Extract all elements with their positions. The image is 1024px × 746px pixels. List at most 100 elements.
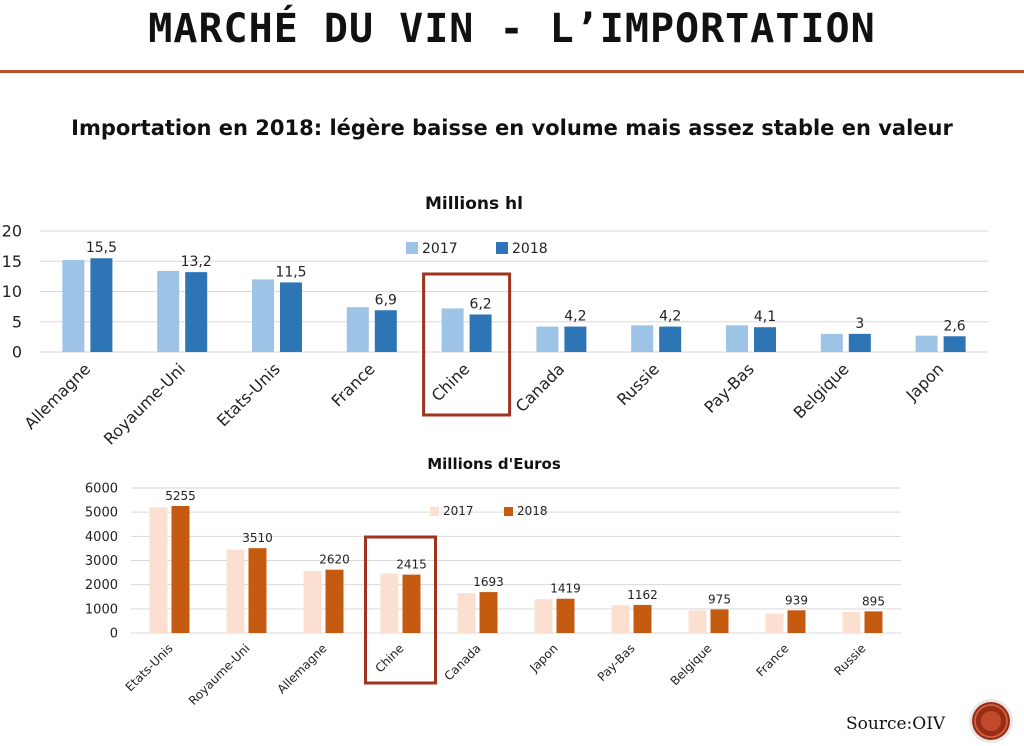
legend-swatch: [430, 507, 439, 516]
data-label: 3510: [242, 531, 273, 545]
data-label: 3: [855, 316, 864, 332]
data-label: 895: [862, 594, 885, 608]
y-tick-label: 15: [2, 252, 22, 271]
bar-2018-Chine: [469, 314, 492, 352]
bar-2018-Allemagne: [90, 258, 113, 352]
y-tick-label: 0: [12, 343, 22, 362]
bar-2018-Allemagne: [325, 569, 344, 633]
y-tick-label: 4000: [85, 530, 118, 545]
source-label: Source:OIV: [846, 714, 946, 734]
bar-2018-Etats-Unis: [280, 282, 302, 352]
x-tick-label: Allemagne: [275, 641, 330, 696]
bar-2018-Pay-Bas: [633, 604, 652, 633]
data-label: 975: [708, 592, 731, 606]
bar-2018-Canada: [564, 326, 587, 352]
data-label: 1693: [473, 575, 504, 589]
bar-2017-Allemagne: [62, 260, 85, 352]
bar-2017-Chine: [441, 308, 464, 352]
bar-2018-Japon: [556, 598, 575, 633]
bar-2018-France: [374, 310, 397, 352]
data-label: 15,5: [86, 240, 117, 256]
bar-2018-Etats-Unis: [171, 506, 190, 633]
y-tick-label: 5000: [85, 506, 118, 521]
bar-2017-Pay-Bas: [611, 605, 630, 633]
data-label: 939: [785, 593, 808, 607]
chart-title: Millions d'Euros: [427, 455, 561, 473]
title-rule: [0, 70, 1024, 73]
bar-2017-Allemagne: [303, 570, 322, 633]
y-tick-label: 10: [2, 282, 22, 301]
y-tick-label: 20: [2, 222, 22, 241]
x-tick-label: Pay-Bas: [595, 641, 638, 684]
bar-2017-Chine: [380, 573, 399, 633]
x-tick-label: Belgique: [668, 641, 715, 688]
x-tick-label: Royaume-Uni: [186, 641, 253, 708]
bar-2017-Etats-Unis: [252, 279, 274, 352]
data-label: 5255: [165, 489, 196, 503]
slide-title: MARCHÉ DU VIN - L’IMPORTATION: [148, 6, 876, 52]
y-tick-label: 5: [12, 312, 22, 331]
data-label: 11,5: [275, 264, 306, 280]
chart-title: Millions hl: [425, 194, 523, 214]
bar-2017-Japon: [534, 599, 553, 633]
bar-2018-France: [787, 610, 806, 633]
legend-label: 2017: [443, 504, 474, 518]
bar-2018-Royaume-Uni: [248, 548, 267, 633]
bar-2018-Belgique: [710, 609, 729, 633]
bar-2017-France: [765, 613, 784, 633]
x-tick-label: Canada: [441, 641, 483, 683]
bar-2017-Belgique: [688, 610, 707, 633]
bar-2017-Russie: [631, 325, 654, 352]
data-label: 1162: [627, 588, 658, 602]
data-label: 4,2: [564, 309, 586, 325]
highlight-box: [422, 272, 512, 417]
bar-2017-Russie: [842, 611, 861, 633]
data-label: 4,1: [754, 309, 776, 325]
legend-label: 2018: [512, 241, 548, 257]
legend-swatch: [406, 242, 418, 254]
bar-2017-Royaume-Uni: [157, 270, 180, 352]
bar-2017-Royaume-Uni: [226, 549, 245, 633]
bar-2017-Etats-Unis: [149, 507, 168, 633]
data-label: 2,6: [943, 318, 965, 334]
bar-2018-Russie: [659, 326, 682, 352]
y-tick-label: 2000: [85, 578, 118, 593]
bar-2017-Canada: [536, 326, 559, 352]
legend-label: 2017: [422, 241, 458, 257]
data-label: 6,2: [469, 296, 491, 312]
legend-swatch: [504, 507, 513, 516]
data-label: 6,9: [375, 292, 397, 308]
bar-2017-Pay-Bas: [726, 325, 748, 352]
seal-logo-icon: [969, 699, 1013, 743]
x-tick-label: France: [754, 641, 792, 679]
bar-2017-Canada: [457, 593, 476, 633]
data-label: 13,2: [181, 254, 212, 270]
data-label: 2620: [319, 553, 350, 567]
bar-2017-Belgique: [820, 333, 843, 352]
y-tick-label: 6000: [85, 482, 118, 497]
legend-label: 2018: [517, 504, 548, 518]
y-tick-label: 1000: [85, 602, 118, 617]
y-tick-label: 3000: [85, 554, 118, 569]
x-tick-label: Japon: [526, 641, 560, 675]
bar-2017-Japon: [915, 335, 938, 352]
data-label: 1419: [550, 582, 581, 596]
bar-2018-Royaume-Uni: [185, 272, 208, 352]
data-label: 4,2: [659, 309, 681, 325]
slide-subtitle: Importation en 2018: légère baisse en vo…: [71, 116, 953, 140]
x-tick-label: Chine: [372, 641, 406, 675]
x-tick-label: Etats-Unis: [123, 641, 176, 694]
x-tick-label: Russie: [831, 641, 868, 678]
bar-2017-France: [346, 307, 369, 352]
bar-2018-Pay-Bas: [754, 327, 776, 352]
y-tick-label: 0: [110, 627, 118, 642]
highlight-box: [364, 535, 437, 685]
bar-2018-Belgique: [848, 333, 871, 352]
bar-2018-Japon: [943, 336, 966, 352]
legend-swatch: [496, 242, 508, 254]
data-label: 2415: [396, 558, 427, 572]
volume-bar-chart: Millions hl0510152015,5Allemagne13,2Roya…: [2, 194, 988, 449]
bar-2018-Canada: [479, 592, 498, 633]
bar-2018-Russie: [864, 611, 883, 633]
